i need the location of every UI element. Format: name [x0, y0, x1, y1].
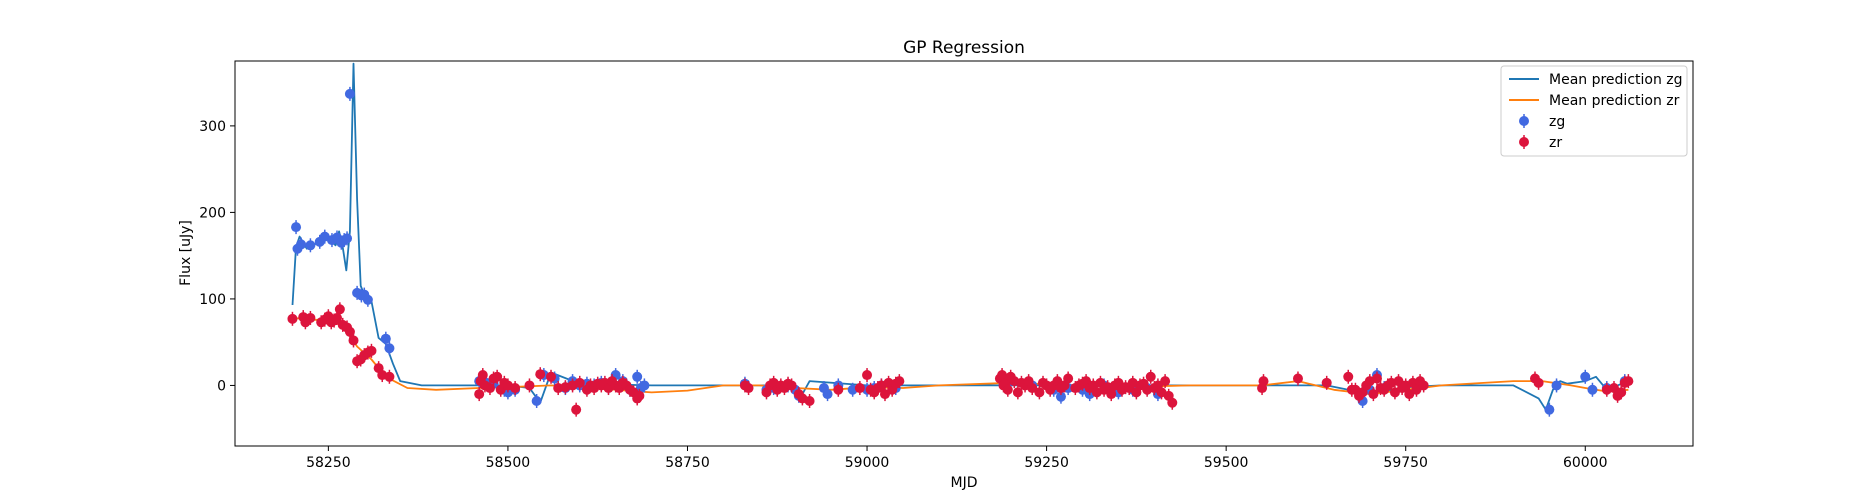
zr-point — [1160, 376, 1171, 387]
zr-point — [334, 304, 345, 315]
zr-point — [574, 377, 585, 388]
zr-point — [1343, 371, 1354, 382]
zg-point — [342, 233, 353, 244]
zr-point — [997, 370, 1008, 381]
zg-point — [291, 222, 302, 233]
zr-point — [366, 345, 377, 356]
zr-point — [1106, 389, 1117, 400]
zr-point — [510, 383, 521, 394]
legend-swatch-point — [1519, 116, 1529, 126]
y-tick-label: 100 — [199, 292, 226, 308]
zr-point — [1063, 373, 1074, 384]
zg-point — [1587, 384, 1598, 395]
zg-point — [380, 333, 391, 344]
zr-point — [786, 380, 797, 391]
legend-label: Mean prediction zg — [1549, 72, 1683, 88]
zg-point — [384, 343, 395, 354]
zg-point — [362, 294, 373, 305]
zr-point — [1258, 376, 1269, 387]
zr-point — [804, 396, 815, 407]
zr-point — [524, 380, 535, 391]
zr-point — [1608, 383, 1619, 394]
zr-point — [634, 390, 645, 401]
zr-point — [492, 371, 503, 382]
legend-label: zr — [1549, 135, 1562, 151]
zr-point — [1371, 373, 1382, 384]
legend-label: zg — [1549, 114, 1565, 130]
x-tick-label: 58500 — [486, 455, 531, 471]
x-tick-label: 59000 — [845, 455, 890, 471]
y-axis: 0 100 200 300 — [199, 119, 235, 394]
axes-frame — [234, 60, 1694, 447]
zr-point — [1368, 389, 1379, 400]
zr-point — [1623, 376, 1634, 387]
zr-point — [384, 371, 395, 382]
zr-point — [1616, 387, 1627, 398]
zr-point — [474, 389, 485, 400]
zr-point — [484, 383, 495, 394]
chart-title: GP Regression — [903, 38, 1025, 58]
zg-point — [296, 239, 307, 250]
legend-frame — [1500, 65, 1688, 157]
x-tick-label: 59750 — [1383, 455, 1428, 471]
zr-point — [1411, 384, 1422, 395]
y-tick-label: 0 — [217, 378, 226, 394]
zr-point — [743, 383, 754, 394]
zr-point — [305, 312, 316, 323]
zr-point — [344, 326, 355, 337]
zr-point — [1002, 384, 1013, 395]
zr-point — [1389, 387, 1400, 398]
points-layer — [287, 86, 1634, 417]
zg-point — [1551, 380, 1562, 391]
zr-point — [287, 313, 298, 324]
zr-point — [348, 335, 359, 346]
legend-swatch-point — [1519, 137, 1529, 147]
y-tick-label: 200 — [199, 205, 226, 221]
zg-point — [1544, 404, 1555, 415]
zr-point — [1533, 377, 1544, 388]
zr-point — [1145, 371, 1156, 382]
x-axis-label: MJD — [951, 475, 978, 491]
x-tick-label: 59250 — [1024, 455, 1069, 471]
zg-point — [305, 240, 316, 251]
x-tick-label: 59500 — [1204, 455, 1249, 471]
zr-point — [1418, 380, 1429, 391]
y-axis-label: Flux [uJy] — [178, 220, 194, 286]
zr-point — [894, 376, 905, 387]
zr-point — [1321, 377, 1332, 388]
legend-label: Mean prediction zr — [1549, 93, 1680, 109]
zr-point — [833, 384, 844, 395]
zr-point — [1027, 383, 1038, 394]
zr-point — [1404, 389, 1415, 400]
zr-point — [1034, 387, 1045, 398]
zg-point — [639, 380, 650, 391]
zg-point — [344, 88, 355, 99]
zg-point — [632, 371, 643, 382]
zr-point — [854, 383, 865, 394]
y-tick-label: 300 — [199, 119, 226, 135]
zg-point — [822, 389, 833, 400]
legend: Mean prediction zg Mean prediction zr zg zr — [1500, 65, 1688, 157]
zr-point — [1167, 397, 1178, 408]
zr-point — [477, 370, 488, 381]
x-tick-label: 60000 — [1563, 455, 1608, 471]
zr-point — [546, 371, 557, 382]
x-tick-label: 58750 — [665, 455, 710, 471]
zg-point — [1055, 391, 1066, 402]
zr-point — [862, 370, 873, 381]
x-axis: 58250 58500 58750 59000 59250 59500 59750 60000 — [306, 446, 1608, 471]
zr-point — [571, 404, 582, 415]
zr-point — [1292, 373, 1303, 384]
zr-point — [1012, 387, 1023, 398]
zr-point — [535, 369, 546, 380]
zg-point — [1580, 371, 1591, 382]
zr-point — [879, 389, 890, 400]
x-tick-label: 58250 — [306, 455, 351, 471]
zg-point — [531, 396, 542, 407]
